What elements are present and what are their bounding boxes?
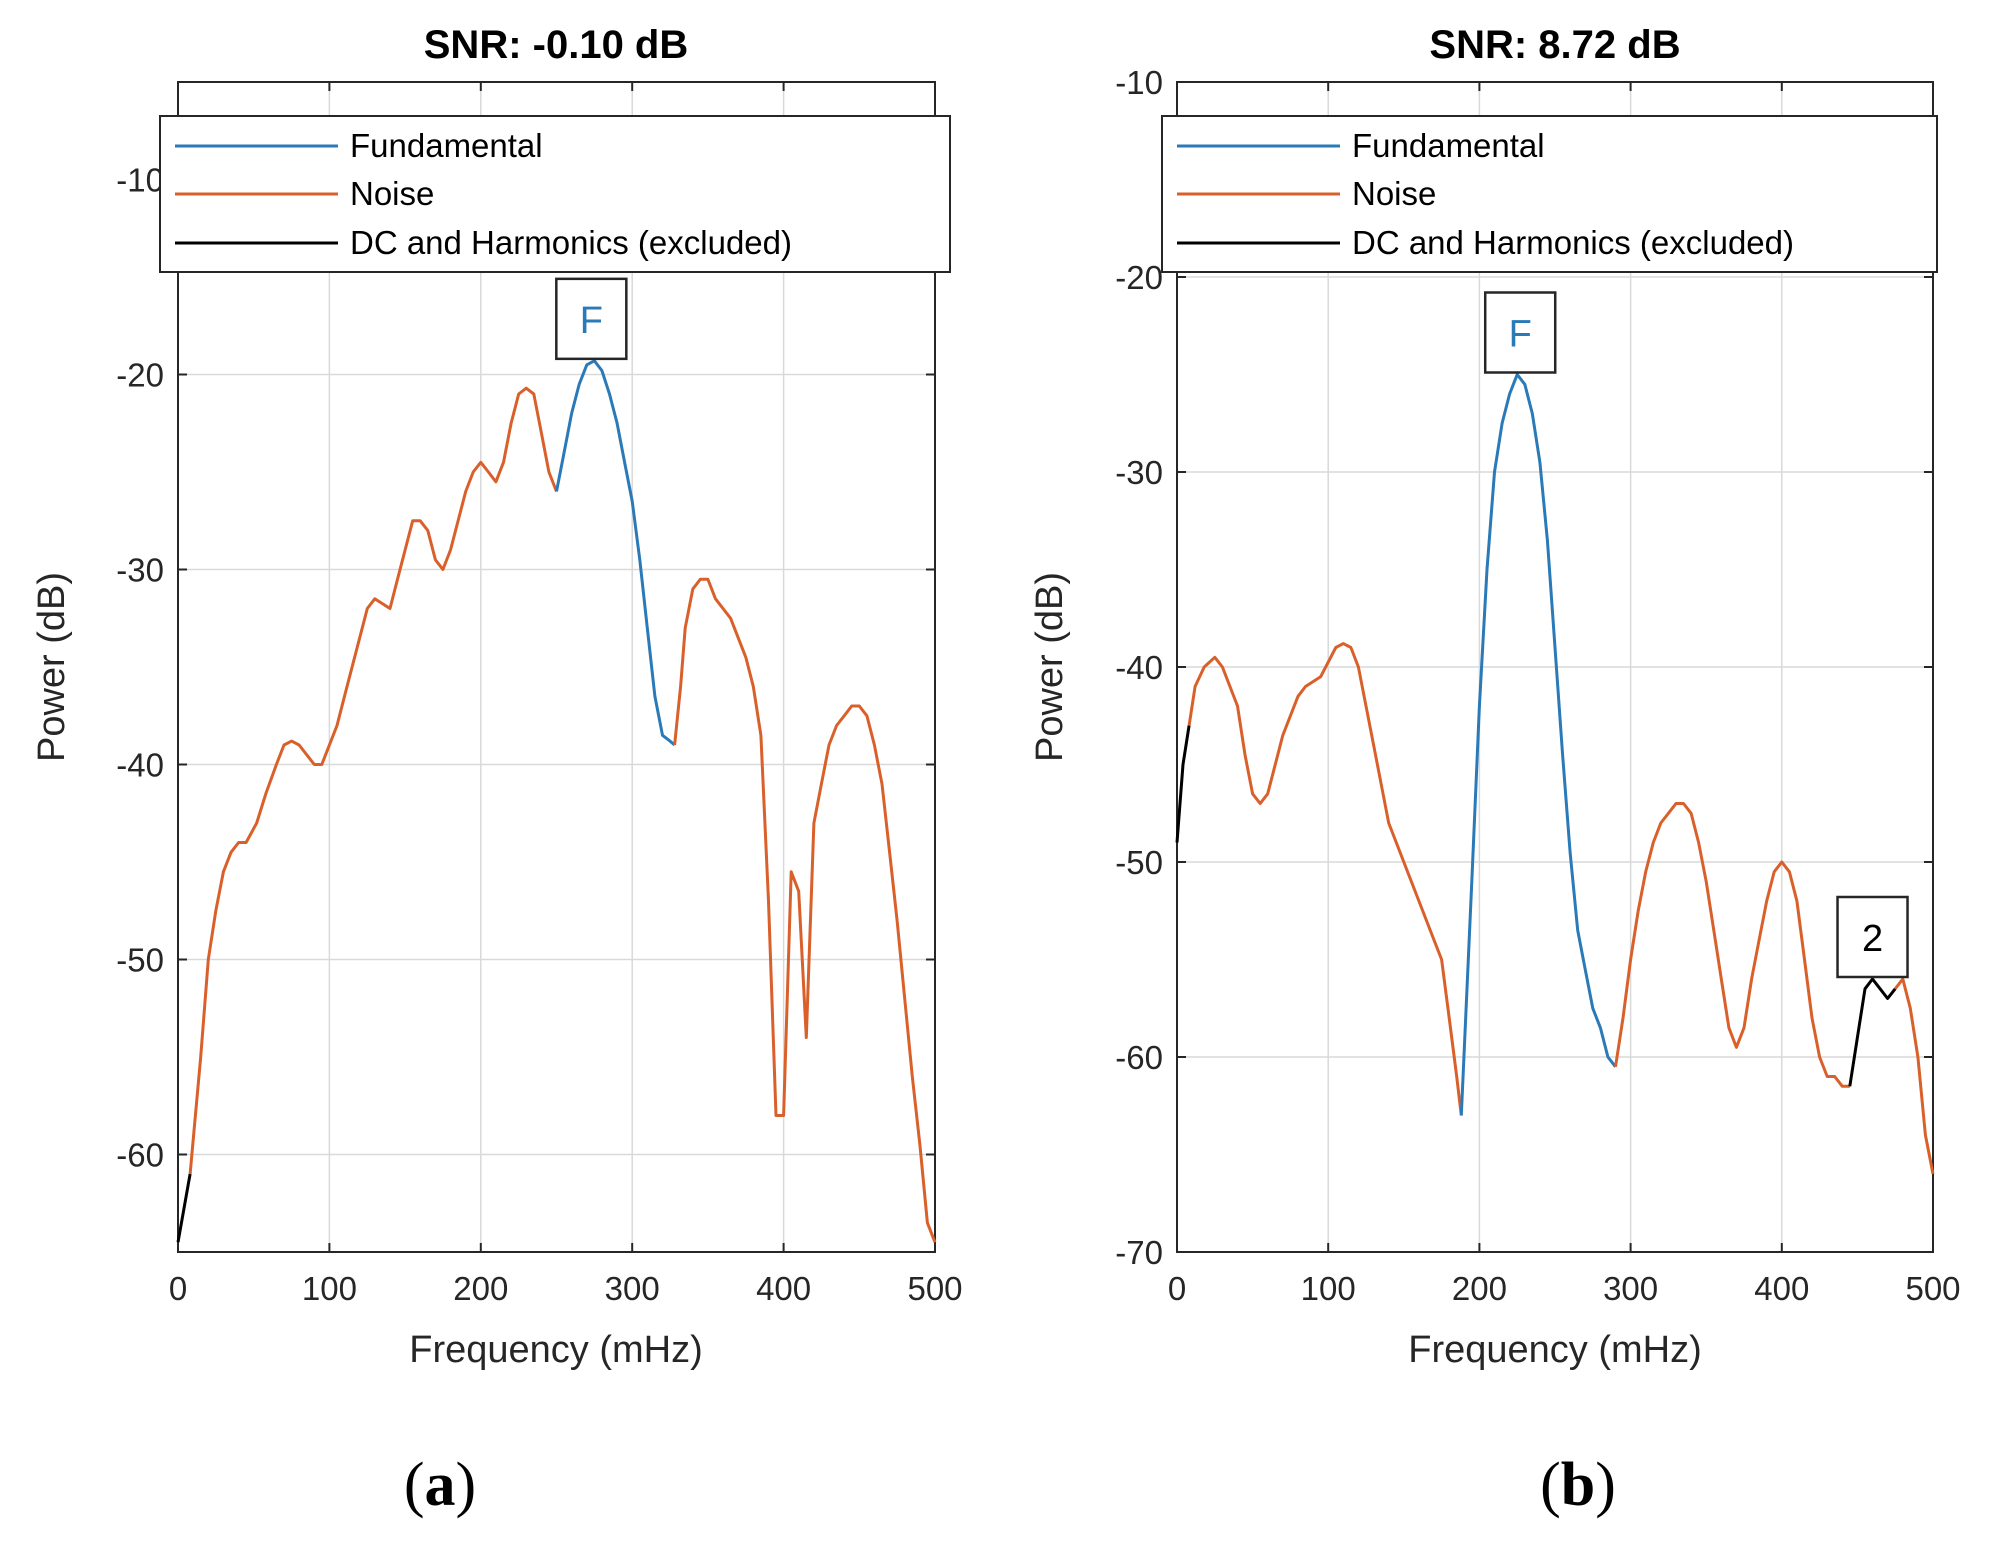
legend-label-harmonics-b: DC and Harmonics (excluded) <box>1352 224 1794 261</box>
legend-label-noise-a: Noise <box>350 175 434 212</box>
y-tick-label: -40 <box>116 747 164 784</box>
chart-panel-b: F2 0 100 200 300 400 500-70-60-50-40-30-20-10… <box>1029 23 1961 1519</box>
chart-panel-a: F 0 100 200 300 400 500 -60 -50 -40 -30 -20 -10 SNR… <box>31 23 963 1519</box>
x-tick-label: 100 <box>302 1270 357 1307</box>
x-axis-label-a: Frequency (mHz) <box>409 1329 703 1371</box>
panel-label-a: (a) <box>404 1451 476 1519</box>
legend-label-noise-b: Noise <box>1352 175 1436 212</box>
chart-title-b: SNR: 8.72 dB <box>1429 23 1680 67</box>
marker-box-2 <box>1836 895 1909 979</box>
x-tick-label: 500 <box>1905 1270 1960 1307</box>
series-line-fundamental <box>555 359 676 747</box>
marker-label-F: F <box>580 300 603 342</box>
series-line-harmonics <box>1175 725 1191 843</box>
legend-a: Fundamental Noise DC and Harmonics (excl… <box>159 115 951 273</box>
y-tick-label: -30 <box>1115 454 1163 491</box>
series-line-noise <box>673 577 937 1243</box>
series-line-noise <box>1894 977 1935 1175</box>
y-tick-label: -50 <box>1115 844 1163 881</box>
series-line-harmonics <box>1848 977 1897 1087</box>
x-tick-label: 0 <box>1168 1270 1186 1307</box>
annotations-a: F <box>555 277 628 361</box>
series-group-a <box>176 359 937 1243</box>
x-tick-label: 200 <box>1452 1270 1507 1307</box>
x-tick-label: 400 <box>756 1270 811 1307</box>
series-line-noise <box>188 386 558 1175</box>
x-tick-label: 100 <box>1301 1270 1356 1307</box>
tick-labels-a: 0 100 200 300 400 500 -60 -50 -40 -30 -20 -10 <box>116 82 963 1307</box>
panel-label-letter-a: a <box>425 1451 456 1519</box>
y-tick-label: -50 <box>116 942 164 979</box>
y-tick-label: -10 <box>1115 64 1163 101</box>
tick-labels-b: 0 100 200 300 400 500 -70 -60 -50 -40 -30 -20 -10 <box>1115 64 1960 1307</box>
series-line-harmonics <box>176 1173 192 1243</box>
y-tick-label: -20 <box>1115 259 1163 296</box>
y-tick-label: -60 <box>116 1137 164 1174</box>
panel-label-letter-b: b <box>1561 1451 1595 1519</box>
series-line-noise <box>1187 642 1463 1116</box>
chart-title-a: SNR: -0.10 dB <box>424 23 689 67</box>
plot-area-a <box>177 81 936 1253</box>
legend-label-fundamental-a: Fundamental <box>350 127 543 164</box>
series-group-b <box>1175 373 1935 1175</box>
x-tick-label: 300 <box>605 1270 660 1307</box>
y-tick-label: -40 <box>1115 649 1163 686</box>
annotations-b: F2 <box>1483 291 1909 979</box>
x-tick-label: 300 <box>1603 1270 1658 1307</box>
x-tick-label: 400 <box>1754 1270 1809 1307</box>
gridlines-b <box>1177 82 1933 1252</box>
y-tick-label: -20 <box>116 357 164 394</box>
y-axis-label-b: Power (dB) <box>1029 572 1071 762</box>
marker-box-F <box>1483 291 1557 374</box>
x-tick-label: 0 <box>169 1270 187 1307</box>
legend-label-fundamental-b: Fundamental <box>1352 127 1545 164</box>
marker-label-F: F <box>1509 314 1532 356</box>
y-tick-label: -10 <box>116 162 164 199</box>
panel-label-b: (b) <box>1540 1451 1616 1519</box>
legend-b: Fundamental Noise DC and Harmonics (excl… <box>1161 115 1938 273</box>
y-axis-label-a: Power (dB) <box>31 572 73 762</box>
marker-label-2: 2 <box>1862 918 1883 960</box>
x-tick-label: 200 <box>453 1270 508 1307</box>
y-tick-label: -70 <box>1115 1234 1163 1271</box>
y-tick-label: -30 <box>116 552 164 589</box>
y-tick-label: -60 <box>1115 1039 1163 1076</box>
series-line-fundamental <box>1459 373 1617 1116</box>
series-line-noise <box>1614 802 1850 1088</box>
legend-label-harmonics-a: DC and Harmonics (excluded) <box>350 224 792 261</box>
x-axis-label-b: Frequency (mHz) <box>1408 1329 1702 1371</box>
x-tick-label: 500 <box>907 1270 962 1307</box>
marker-box-F <box>555 277 628 361</box>
